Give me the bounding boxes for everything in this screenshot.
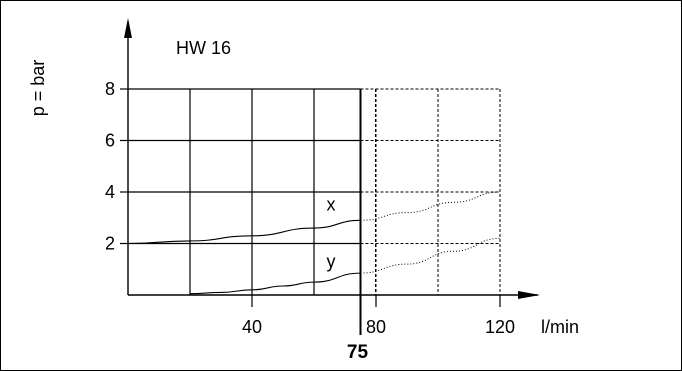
x-tick-label: 40 (242, 317, 262, 337)
x-axis-label: l/min (541, 317, 579, 337)
y-axis-label: p = bar (28, 60, 48, 117)
axes (120, 18, 540, 307)
chart-labels: HW 16 p = bar l/min 2 4 6 8 40 80 120 75 x y (28, 38, 579, 363)
x-tick-label: 80 (366, 317, 386, 337)
series-label-x: x (327, 195, 336, 215)
series-lines (127, 191, 501, 295)
series-line-x-dotted (360, 191, 501, 221)
x-tick-label: 120 (485, 317, 515, 337)
marker-label: 75 (347, 342, 369, 363)
series-label-y: y (327, 251, 336, 271)
series-line-y-dotted (360, 237, 501, 274)
y-tick-label: 8 (105, 79, 115, 99)
grid (128, 88, 501, 335)
y-tick-label: 2 (105, 234, 115, 254)
y-tick-label: 4 (105, 182, 115, 202)
y-tick-label: 6 (105, 131, 115, 151)
x-axis-arrowhead (518, 291, 540, 299)
y-axis-arrowhead (124, 18, 132, 38)
series-line-y (189, 272, 361, 295)
chart-title: HW 16 (176, 38, 231, 58)
series-line-x (127, 219, 361, 245)
